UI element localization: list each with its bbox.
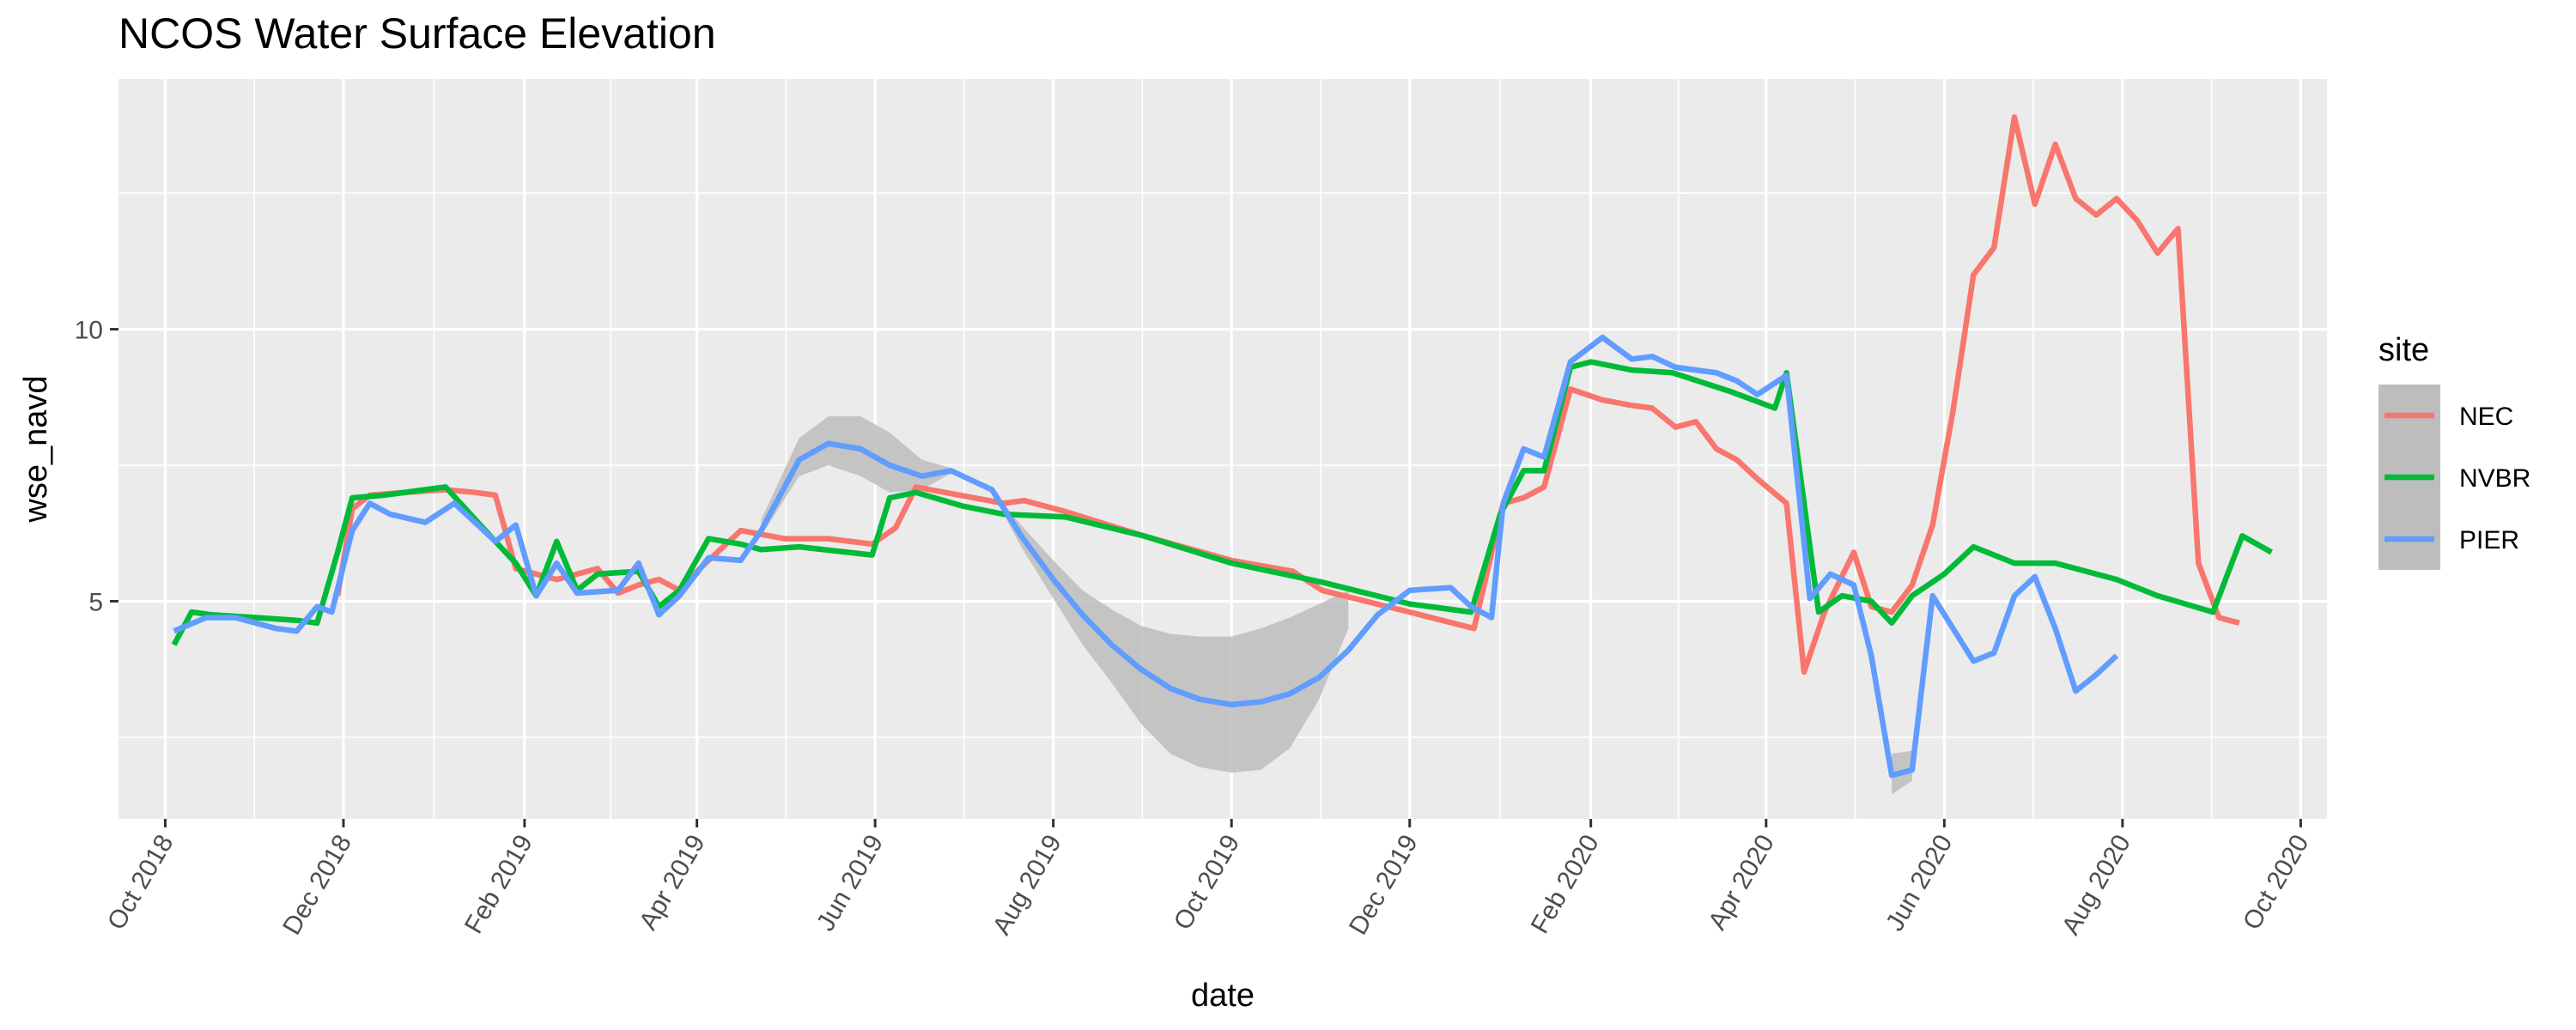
y-tick-label: 10 [75,317,103,345]
legend-title: site [2379,332,2429,368]
y-axis: 5 10 [75,317,118,616]
x-tick-label: Dec 2019 [1344,830,1424,940]
x-tick-label: Aug 2020 [2057,830,2136,940]
x-tick-label: Jun 2020 [1880,830,1958,936]
chart-title: NCOS Water Surface Elevation [118,9,716,58]
legend-label-nvbr: NVBR [2459,464,2530,493]
series-lines [171,114,2273,779]
x-tick-label: Oct 2019 [1169,830,1245,935]
legend-label-pier: PIER [2459,526,2519,554]
series-line-nvbr [171,359,2273,646]
legend-items: NEC NVBR PIER [2379,385,2530,570]
x-tick-label: Jun 2019 [811,830,889,936]
x-axis-title: date [1191,978,1255,1014]
series-line-pier [173,334,2119,779]
grid-lines [118,79,2327,819]
legend-label-nec: NEC [2459,403,2513,431]
x-tick-label: Dec 2018 [277,830,357,940]
legend: site NEC NVBR PIER [2379,332,2530,570]
x-tick-label: Aug 2019 [987,830,1067,940]
y-tick-label: 5 [88,588,103,616]
x-tick-label: Apr 2020 [1703,830,1779,935]
y-axis-title: wse_navd [18,375,54,523]
x-tick-label: Feb 2019 [459,830,538,938]
x-tick-label: Oct 2018 [102,830,179,935]
x-axis: Oct 2018 Dec 2018 Feb 2019 Apr 2019 Jun 2019… [102,819,2314,940]
x-tick-label: Apr 2019 [634,830,710,935]
x-tick-label: Oct 2020 [2238,830,2314,935]
confidence-band [761,415,1349,773]
x-tick-label: Feb 2020 [1526,830,1605,938]
